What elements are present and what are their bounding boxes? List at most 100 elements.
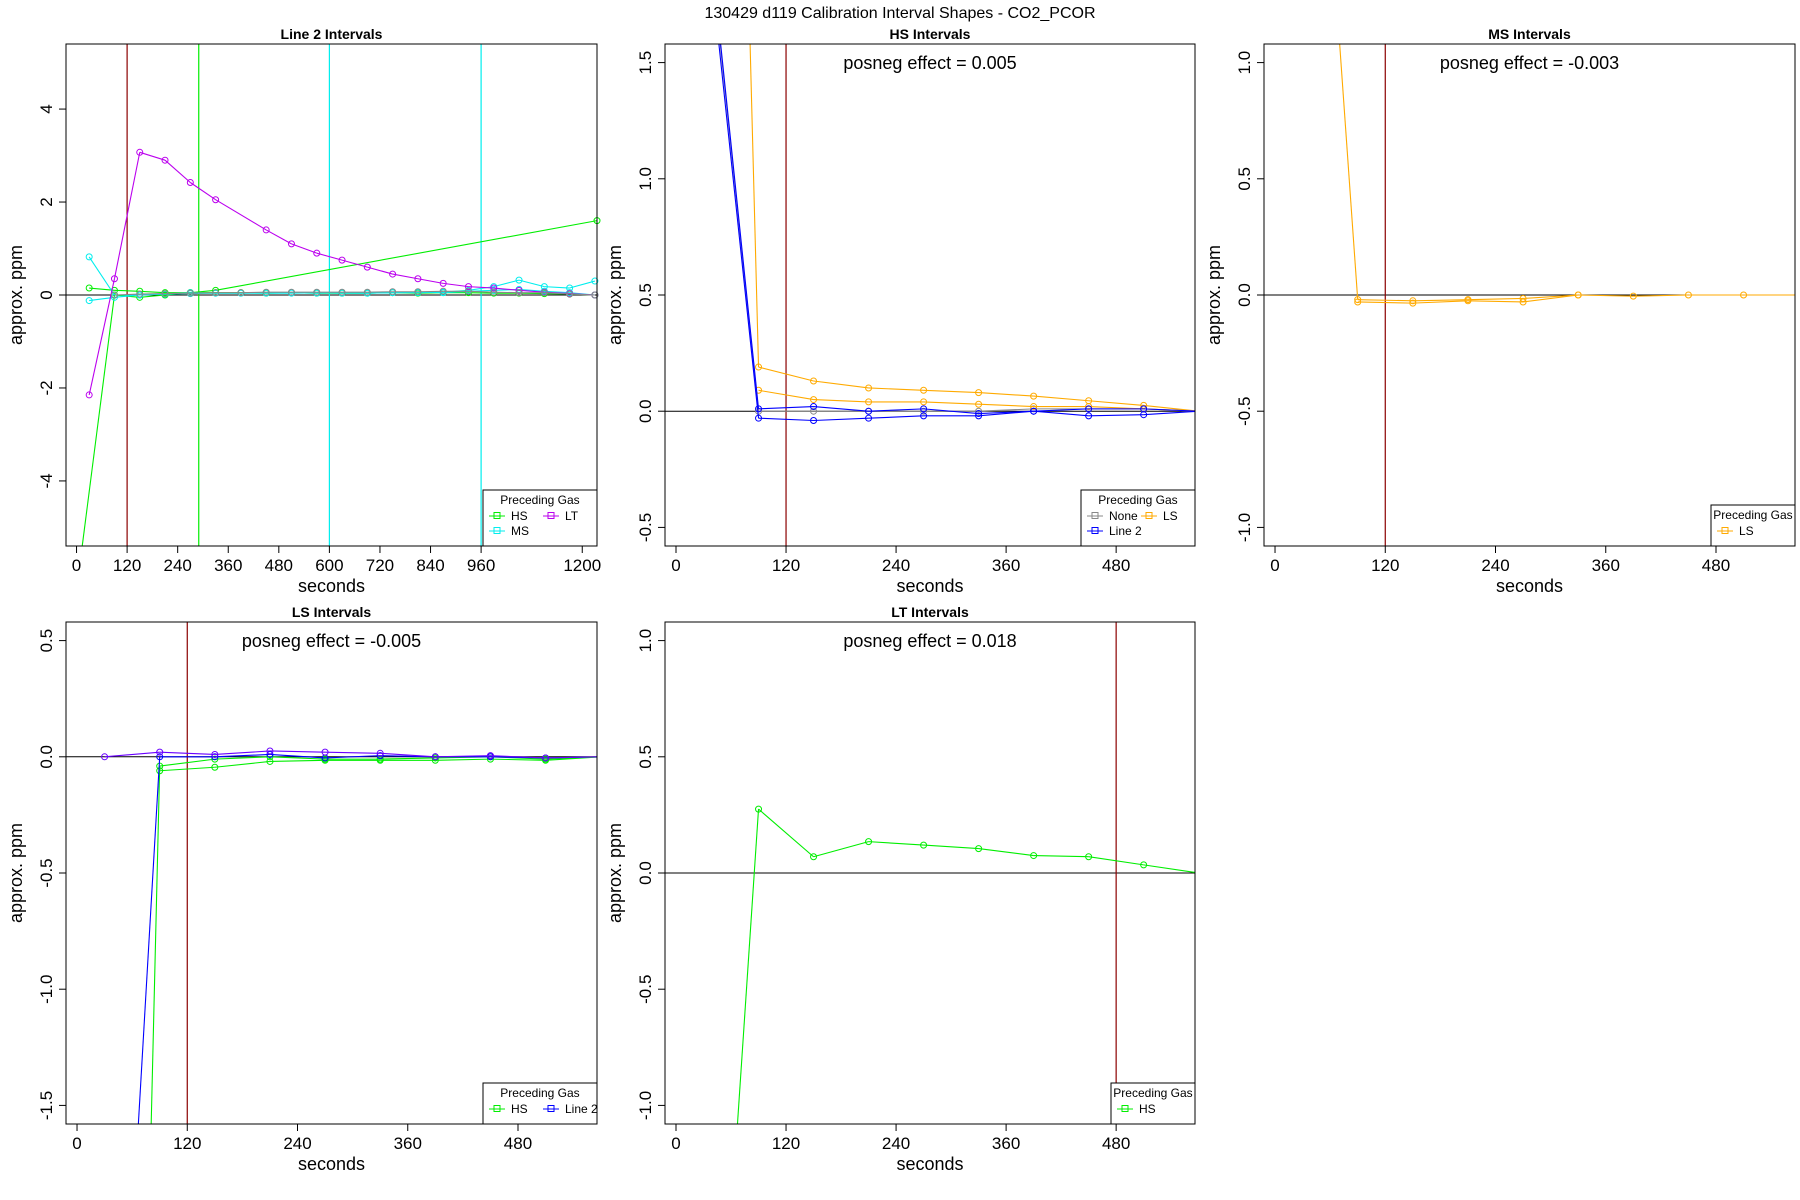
x-tick-label: 360 [992,1134,1020,1153]
y-tick-label: 0.5 [37,629,56,653]
y-tick-label: -1.5 [37,1091,56,1120]
data-point-unlabeled [266,747,274,755]
data-point-hs [920,841,928,849]
series-line-line-2 [718,43,760,419]
series-line-lt [392,273,418,280]
y-tick-label: -0.5 [1235,397,1254,426]
data-point-line-2 [810,403,818,411]
series-line-line-2 [868,415,924,419]
data-point-unlabeled [110,291,118,299]
series-line-line-2 [813,406,869,412]
x-axis-label: seconds [298,576,365,596]
y-tick-label: -1.0 [636,1091,655,1120]
series-line-none [978,408,1034,412]
data-point-unlabeled [101,753,109,761]
series-line-hs [214,760,271,768]
data-point-hs [321,756,329,764]
data-point-hs [542,756,550,764]
y-axis-label: approx. ppm [6,245,26,345]
legend-swatch-marker [1091,512,1099,519]
data-point-ls [1574,291,1582,299]
series-line-lt [88,278,116,396]
y-axis-label: approx. ppm [605,823,625,923]
data-point-unlabeled [515,289,523,297]
series-line-lt [113,152,141,279]
data-point-unlabeled [486,752,494,760]
x-tick-label: 360 [992,556,1020,575]
data-point-line-2 [1085,412,1093,420]
series-line-line-2 [214,753,270,758]
legend-title: Preceding Gas [1098,493,1177,507]
posneg-annotation: posneg effect = -0.005 [242,631,421,651]
series-line-ls [1467,297,1524,301]
legend-title: Preceding Gas [1113,1086,1192,1100]
data-point-hs [211,755,219,763]
data-point-ls [1409,297,1417,305]
series-line-hs [490,758,546,761]
data-point-none [975,407,983,415]
data-point-lt [490,284,498,292]
series-line-lt [265,229,292,245]
series-line-ms [544,286,570,289]
series-line-hs [114,289,140,292]
x-tick-label: 360 [1592,556,1620,575]
series-line-lt [341,259,368,268]
posneg-annotation: posneg effect = 0.018 [843,631,1016,651]
legend-swatch-marker [547,1105,555,1112]
legend-item-ls: LS [1163,509,1178,523]
data-point-unlabeled [136,290,144,298]
x-tick-label: 240 [882,556,910,575]
data-point-hs [755,805,763,813]
data-point-hs [211,763,219,771]
data-point-lt [110,275,118,283]
panel-title: LT Intervals [891,604,969,620]
y-tick-label: -0.5 [636,975,655,1004]
series-line-hs [214,756,270,760]
x-tick-label: 0 [72,556,81,575]
series-line-ls [1578,294,1634,297]
data-point-ls [1030,403,1038,411]
series-line-line-2 [720,43,760,409]
data-point-lt [338,256,346,264]
data-point-unlabeled [464,287,472,295]
x-tick-label: 0 [72,1134,81,1153]
data-point-line-2 [755,405,763,413]
data-point-lt [262,226,270,234]
legend-item-ms: MS [511,524,529,538]
series-line-ls [758,366,814,382]
data-point-unlabeled [540,289,548,297]
series-line-unlabeled [104,751,160,758]
y-tick-label: 0 [37,290,56,299]
x-tick-label: 240 [1481,556,1509,575]
legend-item-line-2: Line 2 [565,1102,598,1116]
series-line-ls [1523,294,1579,303]
data-point-ls [810,396,818,404]
data-point-ls [920,386,928,394]
series-line-lt [468,286,494,289]
data-point-lt [515,286,523,294]
x-tick-label: 0 [671,556,680,575]
series-line-hs [159,766,215,772]
data-point-line-2 [376,752,384,760]
series-line-lt [316,252,343,261]
data-point-lt [464,283,472,291]
data-point-unlabeled [212,289,220,297]
data-point-hs [865,838,873,846]
data-point-unlabeled [156,748,164,756]
data-point-ls [1629,292,1637,300]
series-line-ms [518,279,545,288]
data-point-unlabeled [591,291,599,299]
data-point-unlabeled [313,288,321,296]
y-tick-label: 4 [37,104,56,113]
series-line-ls [758,389,814,401]
data-point-line-2 [865,407,873,415]
x-axis-label: seconds [1496,576,1563,596]
data-point-line-2 [1030,407,1038,415]
data-point-unlabeled [566,290,574,298]
y-tick-label: -2 [37,380,56,395]
series-line-unlabeled [114,293,140,296]
series-line-hs [736,809,760,1125]
series-line-ms [544,290,570,294]
series-line-hs [868,841,924,846]
y-tick-label: 0.0 [37,745,56,769]
